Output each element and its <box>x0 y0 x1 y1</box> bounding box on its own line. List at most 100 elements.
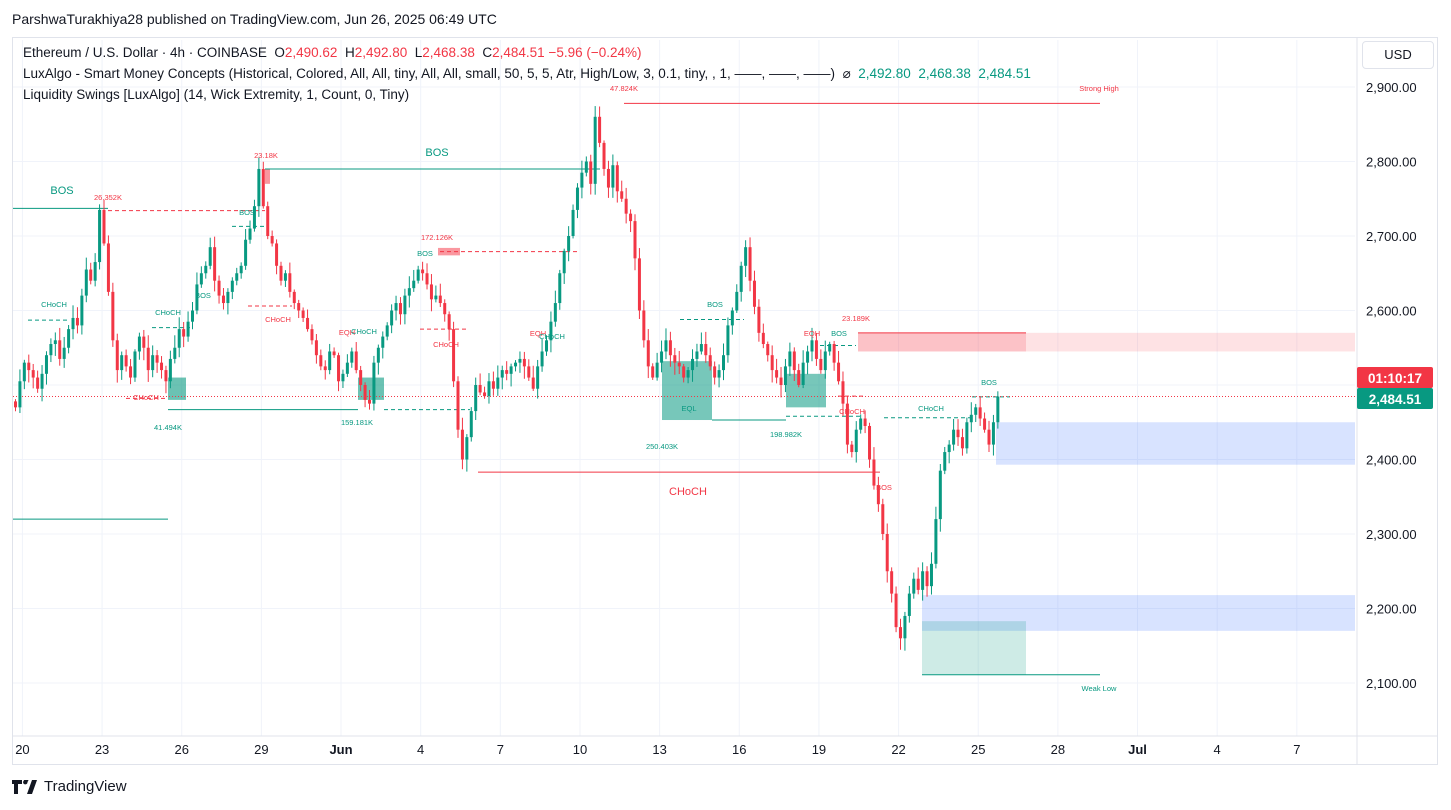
candle-body <box>925 571 929 587</box>
y-tick-label: 2,200.00 <box>1366 602 1417 617</box>
candle-body <box>522 358 526 367</box>
candle-body <box>571 209 575 236</box>
candle-body <box>460 429 464 460</box>
candle-body <box>682 366 686 378</box>
annotation-bos: BOS <box>50 185 73 197</box>
annotation-bos: BOS <box>239 208 255 217</box>
annotation-volume: 41.494K <box>154 423 182 432</box>
high-value: 2,492.80 <box>354 45 408 60</box>
annotation-volume: 23.18K <box>254 151 278 160</box>
indicator-liquidity-title[interactable]: Liquidity Swings [LuxAlgo] (14, Wick Ext… <box>23 87 410 102</box>
candle-body <box>359 370 363 385</box>
demand-zone <box>922 621 1026 675</box>
candle-body <box>275 243 279 266</box>
candle-body <box>120 355 124 371</box>
candle-body <box>266 206 270 236</box>
candle-body <box>536 366 540 389</box>
candle-body <box>14 401 17 408</box>
candle-body <box>372 362 376 404</box>
candle-body <box>71 317 75 330</box>
candle-body <box>328 351 332 371</box>
candle-body <box>810 340 814 352</box>
candle-body <box>129 366 133 378</box>
candle-body <box>788 351 792 367</box>
candle-body <box>474 385 478 412</box>
candle-body <box>885 534 889 572</box>
candle-body <box>562 250 566 274</box>
open-label: O <box>274 45 285 60</box>
candle-body <box>899 627 902 639</box>
candle-body <box>283 273 287 281</box>
annotation-level: Weak Low <box>1082 684 1117 693</box>
candle-body <box>230 280 234 292</box>
annotation-choch: CHoCH <box>265 315 291 324</box>
candle-body <box>221 295 225 304</box>
bearish-fvg-zone <box>858 332 1355 352</box>
x-tick-label: 4 <box>1214 742 1221 757</box>
indicator-smc-title[interactable]: LuxAlgo - Smart Money Concepts (Historic… <box>23 66 836 81</box>
candle-body <box>80 295 84 326</box>
candle-body <box>624 198 628 214</box>
candle-body <box>722 355 725 371</box>
annotation-choch: CHoCH <box>133 393 159 402</box>
candle-body <box>98 209 102 263</box>
candle-body <box>354 351 358 371</box>
candle-body <box>695 351 699 359</box>
candle-body <box>368 399 371 404</box>
candle-body <box>739 265 743 292</box>
candle-body <box>797 370 801 385</box>
tradingview-logo[interactable]: TradingView <box>12 778 127 795</box>
candle-body <box>505 370 509 374</box>
symbol-legend: Ethereum / U.S. Dollar · 4h · COINBASE O… <box>23 45 642 60</box>
candle-body <box>717 370 721 378</box>
current-price-badge <box>1357 388 1433 409</box>
x-tick-label: 23 <box>95 742 109 757</box>
candle-body <box>876 485 880 505</box>
candle-body <box>124 355 128 367</box>
candle-body <box>872 459 876 486</box>
candle-body <box>726 325 730 356</box>
annotation-volume: 23.189K <box>842 314 870 323</box>
candle-body <box>655 362 659 378</box>
candle-body <box>814 340 818 359</box>
candle-body <box>921 571 925 590</box>
candle-body <box>735 291 739 311</box>
candle-body <box>965 422 969 449</box>
candle-body <box>186 321 190 337</box>
candle-body <box>58 340 62 359</box>
candle-body <box>748 247 752 281</box>
candle-body <box>580 172 584 188</box>
candle-body <box>801 362 805 385</box>
y-tick-label: 2,400.00 <box>1366 453 1417 468</box>
x-tick-label: 28 <box>1051 742 1065 757</box>
currency-button[interactable]: USD <box>1362 41 1434 69</box>
candle-body <box>350 351 354 363</box>
candle-body <box>160 362 164 371</box>
candle-body <box>558 273 562 304</box>
candle-body <box>310 329 314 341</box>
candle-body <box>929 563 933 587</box>
candle-body <box>952 429 956 445</box>
candle-body <box>137 336 141 352</box>
candle-body <box>660 351 664 363</box>
indicator-value-2: 2,468.38 <box>918 66 971 81</box>
candle-body <box>456 381 460 430</box>
candle-body <box>881 504 885 534</box>
candle-body <box>996 396 1000 423</box>
candle-body <box>416 269 420 281</box>
candle-body <box>332 351 336 356</box>
annotation-choch: CHoCH <box>839 407 865 416</box>
candle-body <box>500 370 504 378</box>
candle-body <box>44 355 48 374</box>
candle-body <box>828 344 832 352</box>
candle-body <box>248 228 252 240</box>
symbol-title[interactable]: Ethereum / U.S. Dollar · 4h · COINBASE <box>23 45 267 60</box>
candle-body <box>527 366 531 378</box>
candle-body <box>629 213 633 222</box>
candle-body <box>496 377 500 389</box>
candle-body <box>956 429 960 438</box>
annotation-eq: EQL <box>681 404 696 413</box>
annotation-volume: 198.982K <box>770 430 802 439</box>
annotation-choch: CHoCH <box>669 486 707 498</box>
